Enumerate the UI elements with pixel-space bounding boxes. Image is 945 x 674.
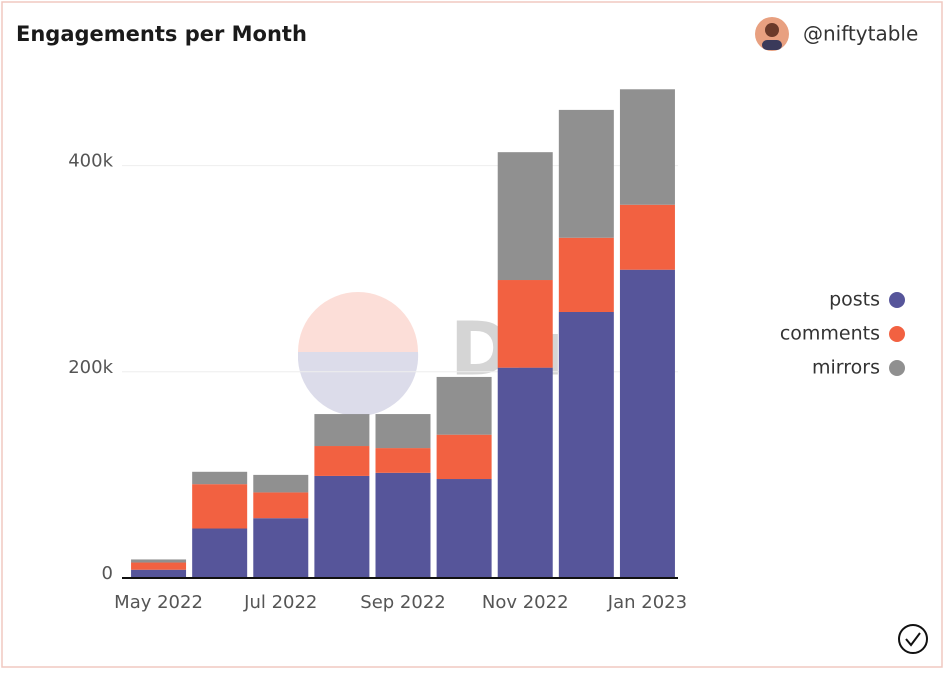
bar-segment [436, 434, 492, 480]
bar-segment [192, 484, 248, 529]
x-tick-label: Sep 2022 [360, 592, 445, 613]
author: @niftytable [803, 22, 918, 46]
x-tick-label: Jul 2022 [243, 592, 317, 613]
bar-segment [619, 89, 675, 205]
bar-segment [131, 559, 187, 563]
bar-segment [619, 269, 675, 578]
legend-label: posts [829, 289, 880, 311]
chart-title: Engagements per Month [16, 22, 307, 46]
bar-segment [375, 448, 431, 473]
legend-label: mirrors [812, 357, 880, 379]
bar-segment [558, 311, 614, 578]
legend-label: comments [780, 323, 880, 345]
bar-segment [619, 204, 675, 270]
bar-segment [558, 237, 614, 312]
x-tick-label: May 2022 [114, 592, 203, 613]
bar-segment [314, 475, 370, 578]
bar-segment [131, 562, 187, 570]
legend-dot [889, 292, 905, 308]
bar-segment [131, 569, 187, 578]
bar-segment [253, 492, 309, 519]
y-tick-label: 400k [68, 151, 113, 172]
bar-segment [497, 280, 553, 368]
bar-segment [375, 414, 431, 449]
bar-segment [436, 479, 492, 578]
avatar [755, 17, 789, 51]
bar-segment [253, 518, 309, 578]
bar-segment [314, 446, 370, 476]
bar-segment [192, 471, 248, 485]
bar-segment [436, 376, 492, 435]
bar-segment [375, 472, 431, 578]
x-tick-label: Nov 2022 [482, 592, 569, 613]
bar-segment [314, 414, 370, 447]
bar-segment [497, 152, 553, 281]
bar-segment [558, 109, 614, 238]
bar-segment [497, 367, 553, 578]
y-tick-label: 200k [68, 357, 113, 378]
x-tick-label: Jan 2023 [607, 592, 687, 613]
check-icon[interactable] [898, 624, 928, 654]
legend-dot [889, 360, 905, 376]
y-tick-label: 0 [102, 563, 113, 584]
bar-segment [253, 474, 309, 493]
legend-dot [889, 326, 905, 342]
bar-segment [192, 528, 248, 578]
